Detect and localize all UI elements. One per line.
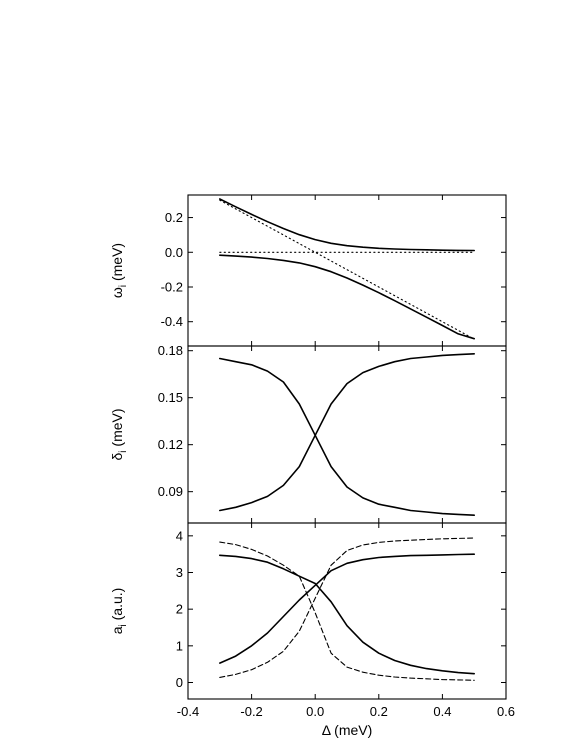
y-tick-label: 0.0	[165, 245, 183, 260]
y-axis-label-symbol: ω	[109, 287, 125, 298]
series-line-solid-1	[219, 554, 475, 675]
y-tick-label: -0.2	[161, 279, 183, 294]
panel-bottom-amplitude: 4 3 2 1 0 -0.4 -0.2 0.0 0.2 0.4 0.6 ai (a.u.) Δ (meV…	[109, 522, 515, 738]
y-axis-label: ωi (meV)	[109, 243, 129, 298]
plot-frame	[187, 194, 507, 347]
y-axis-label-unit: (meV)	[109, 408, 125, 450]
y-axis-label-subscript: i	[118, 624, 129, 626]
series-line-solid-1	[219, 198, 475, 252]
series-line-solid-2	[219, 553, 475, 664]
x-tick-label: 0.4	[433, 704, 451, 719]
x-tick-label: 0.0	[306, 704, 324, 719]
series-line-solid-2	[219, 254, 475, 340]
plot-frame	[187, 345, 507, 524]
y-tick-label: 0.12	[158, 437, 183, 452]
y-tick-label: 0.18	[158, 343, 183, 358]
series-line-solid-2	[219, 353, 475, 512]
y-axis-label: δi (meV)	[109, 408, 129, 460]
series-line-solid-1	[219, 357, 475, 516]
panel-top-omega: 0.2 0.0 -0.2 -0.4 ωi (meV)	[109, 194, 507, 347]
y-tick-label: 0.15	[158, 390, 183, 405]
y-tick-label: -0.4	[161, 314, 183, 329]
series-line-dotted-3	[219, 199, 475, 340]
y-axis-label-subscript: i	[118, 285, 129, 287]
y-tick-label: 0	[176, 675, 183, 690]
plot-frame	[187, 522, 507, 700]
y-tick-label: 0.2	[165, 210, 183, 225]
y-axis-label-subscript: i	[118, 450, 129, 452]
x-tick-label: 0.6	[497, 704, 515, 719]
y-axis-label-unit: (a.u.)	[109, 588, 125, 625]
x-tick-label: -0.4	[177, 704, 199, 719]
y-axis-label: ai (a.u.)	[109, 588, 129, 635]
y-tick-label: 3	[176, 565, 183, 580]
x-tick-label: -0.2	[240, 704, 262, 719]
y-tick-label: 0.09	[158, 484, 183, 499]
y-axis-label-symbol: a	[109, 626, 125, 634]
y-tick-label: 2	[176, 602, 183, 617]
y-tick-label: 4	[176, 528, 183, 543]
x-axis-label: Δ (meV)	[322, 722, 373, 738]
series-line-dashed-4	[219, 537, 475, 678]
x-tick-label: 0.2	[370, 704, 388, 719]
y-tick-label: 1	[176, 638, 183, 653]
y-axis-label-unit: (meV)	[109, 243, 125, 285]
y-axis-label-symbol: δ	[109, 453, 125, 461]
series-line-dashed-3	[219, 541, 475, 681]
panel-middle-delta: 0.18 0.15 0.12 0.09 δi (meV)	[109, 343, 507, 524]
